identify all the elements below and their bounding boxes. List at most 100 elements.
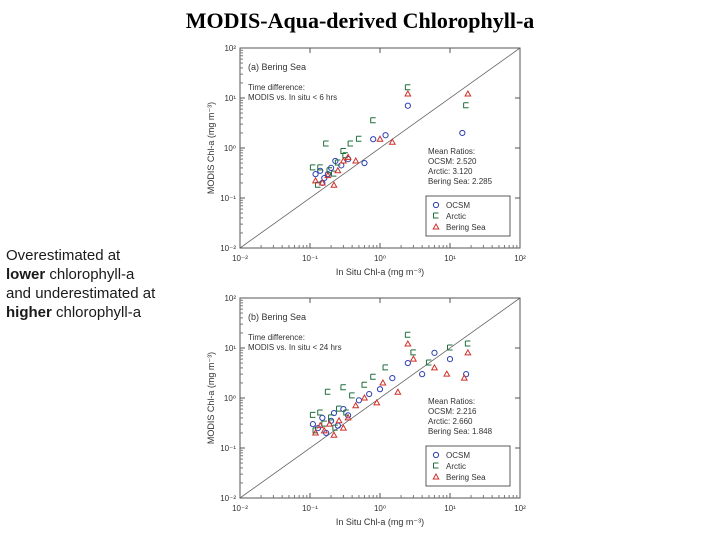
data-point-bering-sea <box>464 90 472 97</box>
mean-ratios-title: Mean Ratios: <box>428 397 475 406</box>
panel-label: (a) Bering Sea <box>248 62 306 72</box>
data-point-ocsm <box>361 159 368 167</box>
legend-label: Bering Sea <box>446 223 486 232</box>
data-point-arctic <box>332 424 338 431</box>
y-tick-label: 10² <box>224 44 236 53</box>
data-point-bering-sea <box>464 348 472 356</box>
data-point-arctic <box>324 388 331 395</box>
mean-ratios-title: Mean Ratios: <box>428 147 475 156</box>
x-tick-label: 10⁻² <box>232 504 248 513</box>
y-tick-label: 10⁰ <box>224 394 236 403</box>
data-point-ocsm <box>459 129 466 137</box>
data-point-arctic <box>433 212 439 219</box>
series-arctic <box>309 84 469 188</box>
data-point-arctic <box>404 331 411 338</box>
data-point-arctic <box>317 409 323 416</box>
y-tick-label: 10¹ <box>224 94 236 103</box>
data-point-bering-sea <box>404 90 412 97</box>
legend-label: Arctic <box>446 462 466 471</box>
data-point-arctic <box>340 148 346 155</box>
data-point-bering-sea <box>339 156 348 164</box>
data-point-bering-sea <box>443 370 451 377</box>
legend-box <box>425 195 511 237</box>
data-point-arctic <box>343 409 349 416</box>
data-point-ocsm <box>382 132 389 139</box>
note-emphasis-lower: lower <box>6 266 46 283</box>
panel-label: (b) Bering Sea <box>248 312 306 322</box>
data-point-arctic <box>370 373 376 380</box>
data-point-arctic <box>326 167 333 174</box>
data-point-bering-sea <box>379 378 387 386</box>
data-point-bering-sea <box>330 431 338 438</box>
data-point-arctic <box>433 462 439 469</box>
data-point-arctic <box>317 164 323 171</box>
series-arctic <box>309 331 471 434</box>
slide-title: MODIS-Aqua-derived Chlorophyll-a <box>185 8 535 33</box>
data-point-bering-sea <box>360 393 369 401</box>
data-point-bering-sea <box>432 472 440 480</box>
data-point-bering-sea <box>394 388 402 395</box>
data-point-ocsm <box>419 371 426 378</box>
mean-ratio-value: Arctic: 3.120 <box>428 167 473 176</box>
y-tick-label: 10⁻² <box>220 244 236 253</box>
mean-ratio-value: Bering Sea: 2.285 <box>428 177 493 186</box>
data-point-arctic <box>328 414 334 421</box>
x-tick-label: 10⁰ <box>374 254 386 263</box>
y-tick-label: 10⁰ <box>224 144 236 153</box>
data-point-bering-sea <box>334 166 342 174</box>
data-point-ocsm <box>370 136 377 143</box>
data-point-bering-sea <box>311 428 320 436</box>
note-line-3: and underestimated at <box>6 285 156 302</box>
data-point-ocsm <box>330 409 338 417</box>
mean-ratio-value: OCSM: 2.216 <box>428 407 477 416</box>
note-line-4: higher chlorophyll-a <box>6 303 211 322</box>
panel-annotation-line: MODIS vs. In situ < 6 hrs <box>248 93 337 102</box>
data-point-arctic <box>323 140 329 147</box>
data-point-arctic <box>447 344 453 351</box>
data-point-bering-sea <box>352 156 360 164</box>
chart-panel-b: 10⁻²10⁻² 10⁻¹ 10⁻¹ 10⁰ 10⁰ 10¹ 10¹ 10² 10² In Sit… <box>206 294 526 527</box>
data-point-bering-sea <box>344 153 352 160</box>
series-bering-sea <box>311 340 472 438</box>
data-point-arctic <box>355 135 362 142</box>
annotation-text: Overestimated at lower chlorophyll-a and… <box>6 246 211 322</box>
data-point-bering-sea <box>388 138 396 145</box>
data-point-ocsm <box>404 102 411 109</box>
y-tick-label: 10⁻² <box>220 494 236 503</box>
data-point-arctic <box>361 381 367 388</box>
x-tick-label: 10² <box>514 504 526 513</box>
legend-label: Bering Sea <box>446 473 486 482</box>
data-point-arctic <box>349 392 355 399</box>
legend-label: OCSM <box>446 201 470 210</box>
data-point-arctic <box>382 364 389 371</box>
data-point-ocsm <box>324 171 331 178</box>
data-point-bering-sea <box>325 420 334 427</box>
x-tick-label: 10⁰ <box>374 504 386 513</box>
data-point-arctic <box>347 140 354 147</box>
data-point-arctic <box>370 117 376 124</box>
note-line-2: lower chlorophyll-a <box>6 265 211 284</box>
y-tick-label: 10⁻¹ <box>220 194 236 203</box>
data-point-bering-sea <box>373 398 381 406</box>
data-point-ocsm <box>312 171 319 178</box>
data-point-ocsm <box>376 386 384 393</box>
data-point-arctic <box>464 340 471 347</box>
legend-label: OCSM <box>446 451 470 460</box>
data-point-bering-sea <box>376 135 384 142</box>
mean-ratio-value: Arctic: 2.660 <box>428 417 473 426</box>
data-point-arctic <box>404 84 411 91</box>
data-point-ocsm <box>309 421 316 428</box>
one-to-one-line <box>239 47 521 249</box>
y-tick-label: 10¹ <box>224 344 236 353</box>
x-axis-label: In Situ Chl-a (mg m⁻³) <box>336 267 424 277</box>
data-point-arctic <box>410 349 416 356</box>
x-tick-label: 10¹ <box>444 254 456 263</box>
x-axis-label: In Situ Chl-a (mg m⁻³) <box>336 517 424 527</box>
data-point-bering-sea <box>318 178 326 186</box>
data-point-arctic <box>340 384 346 391</box>
data-point-arctic <box>334 159 341 166</box>
data-point-ocsm <box>432 451 440 459</box>
x-tick-label: 10² <box>514 254 526 263</box>
x-tick-label: 10⁻¹ <box>302 254 318 263</box>
